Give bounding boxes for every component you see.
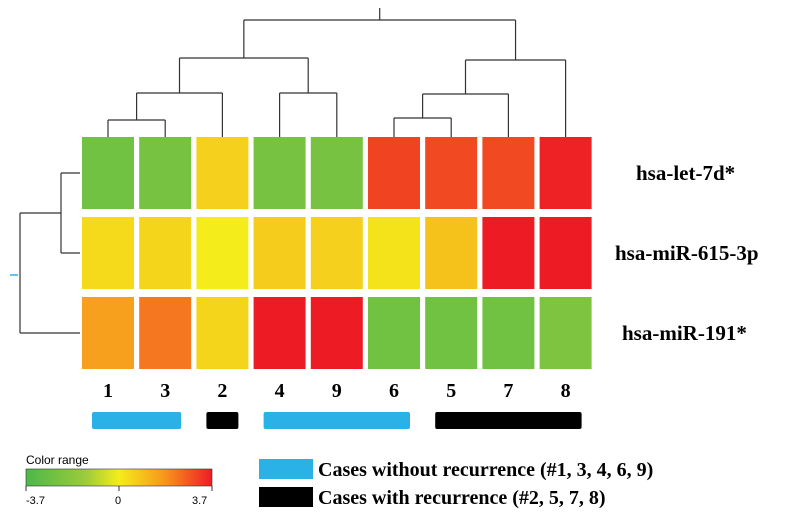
heatmap-cell xyxy=(539,217,592,289)
heatmap-cell xyxy=(482,297,535,369)
heatmap-cell xyxy=(425,217,478,289)
heatmap-cell xyxy=(253,217,306,289)
row-dendrogram xyxy=(10,172,80,334)
legend-swatch-recurrence xyxy=(259,487,313,507)
heatmap-cells xyxy=(82,137,592,369)
heatmap-cell xyxy=(253,297,306,369)
row-label: hsa-miR-191* xyxy=(622,321,747,345)
heatmap-cell xyxy=(139,297,192,369)
heatmap-cell xyxy=(539,297,592,369)
heatmap-cell xyxy=(368,137,420,209)
group-legend: Cases without recurrence (#1, 3, 4, 6, 9… xyxy=(259,459,653,509)
column-dendrogram xyxy=(107,8,567,137)
heatmap-cell xyxy=(425,137,478,209)
column-label: 6 xyxy=(389,380,399,402)
legend-label-no-recurrence: Cases without recurrence (#1, 3, 4, 6, 9… xyxy=(318,459,653,481)
group-bar xyxy=(92,412,182,429)
column-label: 2 xyxy=(217,380,227,402)
group-bar xyxy=(206,412,239,429)
color-scale-mid-label: 0 xyxy=(115,495,121,507)
heatmap-cell xyxy=(368,297,420,369)
color-scale-legend: Color range -3.7 0 3.7 xyxy=(25,453,213,507)
group-bars xyxy=(92,412,582,429)
color-scale-min-label: -3.7 xyxy=(26,495,45,507)
row-labels: hsa-let-7d* hsa-miR-615-3p hsa-miR-191* xyxy=(615,161,759,345)
heatmap-cell xyxy=(310,137,363,209)
heatmap-cell xyxy=(310,297,363,369)
heatmap-cell xyxy=(196,137,249,209)
column-label: 8 xyxy=(561,380,571,402)
row-label: hsa-let-7d* xyxy=(636,161,735,185)
heatmap-cell xyxy=(425,297,478,369)
legend-swatch-no-recurrence xyxy=(259,459,313,479)
column-labels: 1 3 2 4 9 6 5 7 8 xyxy=(103,380,571,402)
column-label: 7 xyxy=(503,380,513,402)
heatmap-cell xyxy=(368,217,420,289)
heatmap-cell xyxy=(482,137,535,209)
heatmap-cell xyxy=(82,297,134,369)
heatmap-cell xyxy=(82,137,134,209)
legend-label-recurrence: Cases with recurrence (#2, 5, 7, 8) xyxy=(318,487,606,509)
heatmap-cell xyxy=(139,137,192,209)
color-scale-bar xyxy=(25,468,213,487)
heatmap-cell xyxy=(139,217,192,289)
heatmap-cell xyxy=(310,217,363,289)
heatmap-cell xyxy=(82,217,134,289)
heatmap-cell xyxy=(482,217,535,289)
group-bar xyxy=(435,412,582,429)
color-scale-title: Color range xyxy=(26,453,89,467)
row-label: hsa-miR-615-3p xyxy=(615,241,759,265)
column-label: 4 xyxy=(275,380,285,402)
column-label: 9 xyxy=(332,380,342,402)
column-label: 1 xyxy=(103,380,113,402)
heatmap-cell xyxy=(196,297,249,369)
heatmap-cell xyxy=(253,137,306,209)
heatmap-cell xyxy=(539,137,592,209)
column-label: 3 xyxy=(160,380,170,402)
color-scale-max-label: 3.7 xyxy=(192,495,207,507)
group-bar xyxy=(263,412,410,429)
column-label: 5 xyxy=(446,380,456,402)
heatmap-cell xyxy=(196,217,249,289)
